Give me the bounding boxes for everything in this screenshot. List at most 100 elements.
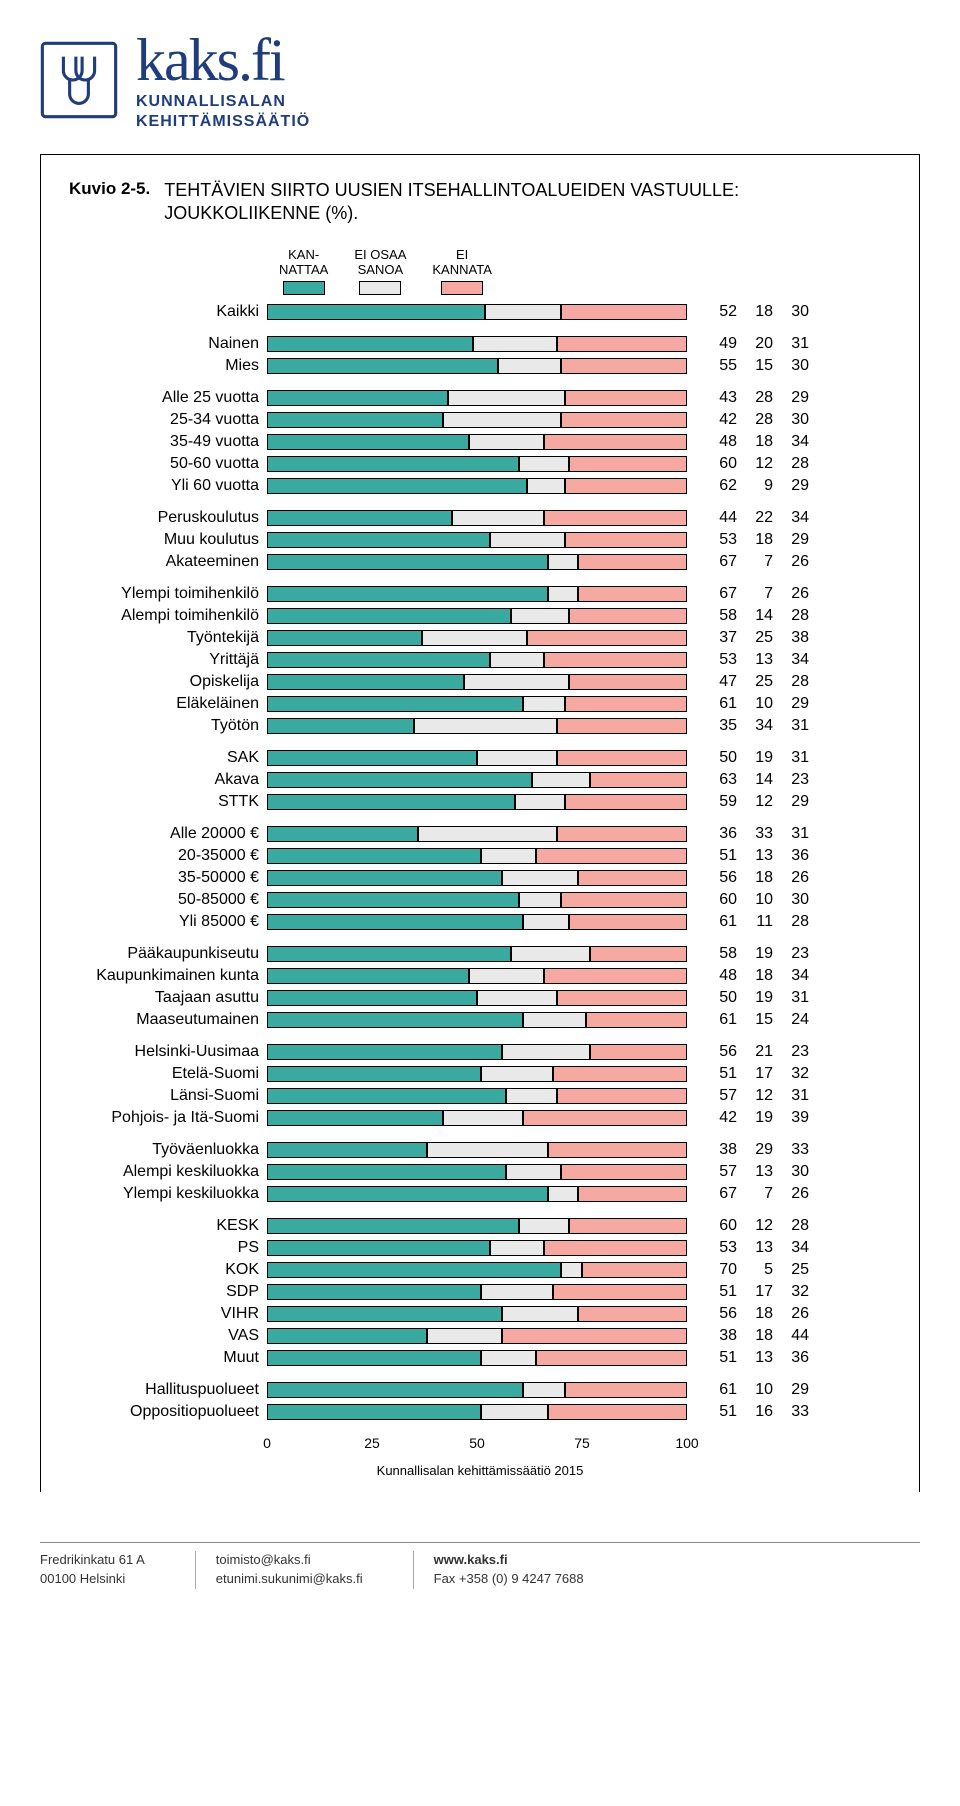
bar-segment [519,456,569,472]
bar-segment [267,750,477,766]
stacked-bar [267,1012,687,1028]
data-row: KESK601228 [69,1215,891,1237]
row-label: KOK [69,1261,267,1279]
header-logo: kaks.fi KUNNALLISALAN KEHITTÄMISSÄÄTIÖ [0,0,960,154]
row-values: 611029 [701,1381,809,1399]
bar-segment [267,870,502,886]
row-label: Hallituspuolueet [69,1381,267,1399]
bar-segment [267,1088,506,1104]
footer-address-1: Fredrikinkatu 61 A [40,1551,145,1570]
data-row: STTK591229 [69,791,891,813]
row-label: Yli 85000 € [69,913,267,931]
row-values: 481834 [701,433,809,451]
bar-segment [267,630,422,646]
row-label: Mies [69,357,267,375]
stacked-bar [267,750,687,766]
bar-segment [527,630,687,646]
stacked-bar [267,968,687,984]
stacked-bar [267,826,687,842]
data-row: Muut511336 [69,1347,891,1369]
stacked-bar [267,478,687,494]
data-row: Yli 85000 €611128 [69,911,891,933]
data-row: 25-34 vuotta422830 [69,409,891,431]
row-values: 591229 [701,793,809,811]
bar-segment [477,750,557,766]
bar-segment [267,1382,523,1398]
row-values: 531334 [701,651,809,669]
bar-segment [544,1240,687,1256]
bar-segment [481,1066,552,1082]
bar-segment [557,826,687,842]
chart-body: Kaikki521830Nainen492031Mies551530Alle 2… [69,301,891,1423]
row-label: PS [69,1239,267,1257]
bar-segment [267,696,523,712]
bar-segment [544,652,687,668]
bar-segment [267,946,511,962]
data-row: Opiskelija472528 [69,671,891,693]
bar-segment [267,1110,443,1126]
row-label: Yrittäjä [69,651,267,669]
bar-segment [578,870,687,886]
footer-email-1: toimisto@kaks.fi [216,1551,363,1570]
row-values: 571330 [701,1163,809,1181]
x-axis: 0255075100 [267,1433,687,1451]
bar-segment [267,1262,561,1278]
bar-segment [565,1382,687,1398]
bar-segment [477,990,557,1006]
bar-segment [418,826,557,842]
bar-segment [506,1088,556,1104]
row-label: Muu koulutus [69,531,267,549]
bar-segment [267,434,469,450]
bar-segment [267,652,490,668]
bar-segment [267,1404,481,1420]
row-values: 601030 [701,891,809,909]
stacked-bar [267,390,687,406]
stacked-bar [267,696,687,712]
bar-segment [267,1012,523,1028]
row-values: 67726 [701,585,809,603]
row-values: 382933 [701,1141,809,1159]
data-row: Työntekijä372538 [69,627,891,649]
data-row: KOK70525 [69,1259,891,1281]
row-values: 561826 [701,1305,809,1323]
bar-segment [557,750,687,766]
figure-number: Kuvio 2-5. [69,179,150,224]
row-values: 551530 [701,357,809,375]
bar-segment [578,1306,687,1322]
bar-segment [523,914,569,930]
bar-segment [590,1044,687,1060]
row-values: 481834 [701,967,809,985]
row-values: 62929 [701,477,809,495]
bar-segment [569,1218,687,1234]
bar-segment [267,826,418,842]
data-row: Oppositiopuolueet511633 [69,1401,891,1423]
bar-segment [464,674,569,690]
bar-segment [267,608,511,624]
bar-segment [443,412,561,428]
row-label: 25-34 vuotta [69,411,267,429]
bar-segment [544,434,687,450]
footer-fax: Fax +358 (0) 9 4247 7688 [434,1570,584,1589]
data-row: Yrittäjä 531334 [69,649,891,671]
data-row: SDP511732 [69,1281,891,1303]
bar-segment [523,696,565,712]
bar-segment [523,1382,565,1398]
row-values: 531829 [701,531,809,549]
row-label: Länsi-Suomi [69,1087,267,1105]
bar-segment [267,1306,502,1322]
row-label: Pohjois- ja Itä-Suomi [69,1109,267,1127]
row-label: Opiskelija [69,673,267,691]
row-label: KESK [69,1217,267,1235]
chart-caption: Kunnallisalan kehittämissäätiö 2015 [69,1463,891,1478]
bar-segment [414,718,557,734]
logo-main-text: kaks.fi [136,30,310,90]
data-row: Länsi-Suomi571231 [69,1085,891,1107]
row-label: Yli 60 vuotta [69,477,267,495]
bar-segment [267,1186,548,1202]
row-label: Ylempi toimihenkilö [69,585,267,603]
stacked-bar [267,1262,687,1278]
bar-segment [569,456,687,472]
row-values: 381844 [701,1327,809,1345]
footer-email-2: etunimi.sukunimi@kaks.fi [216,1570,363,1589]
data-row: Ylempi keskiluokka67726 [69,1183,891,1205]
